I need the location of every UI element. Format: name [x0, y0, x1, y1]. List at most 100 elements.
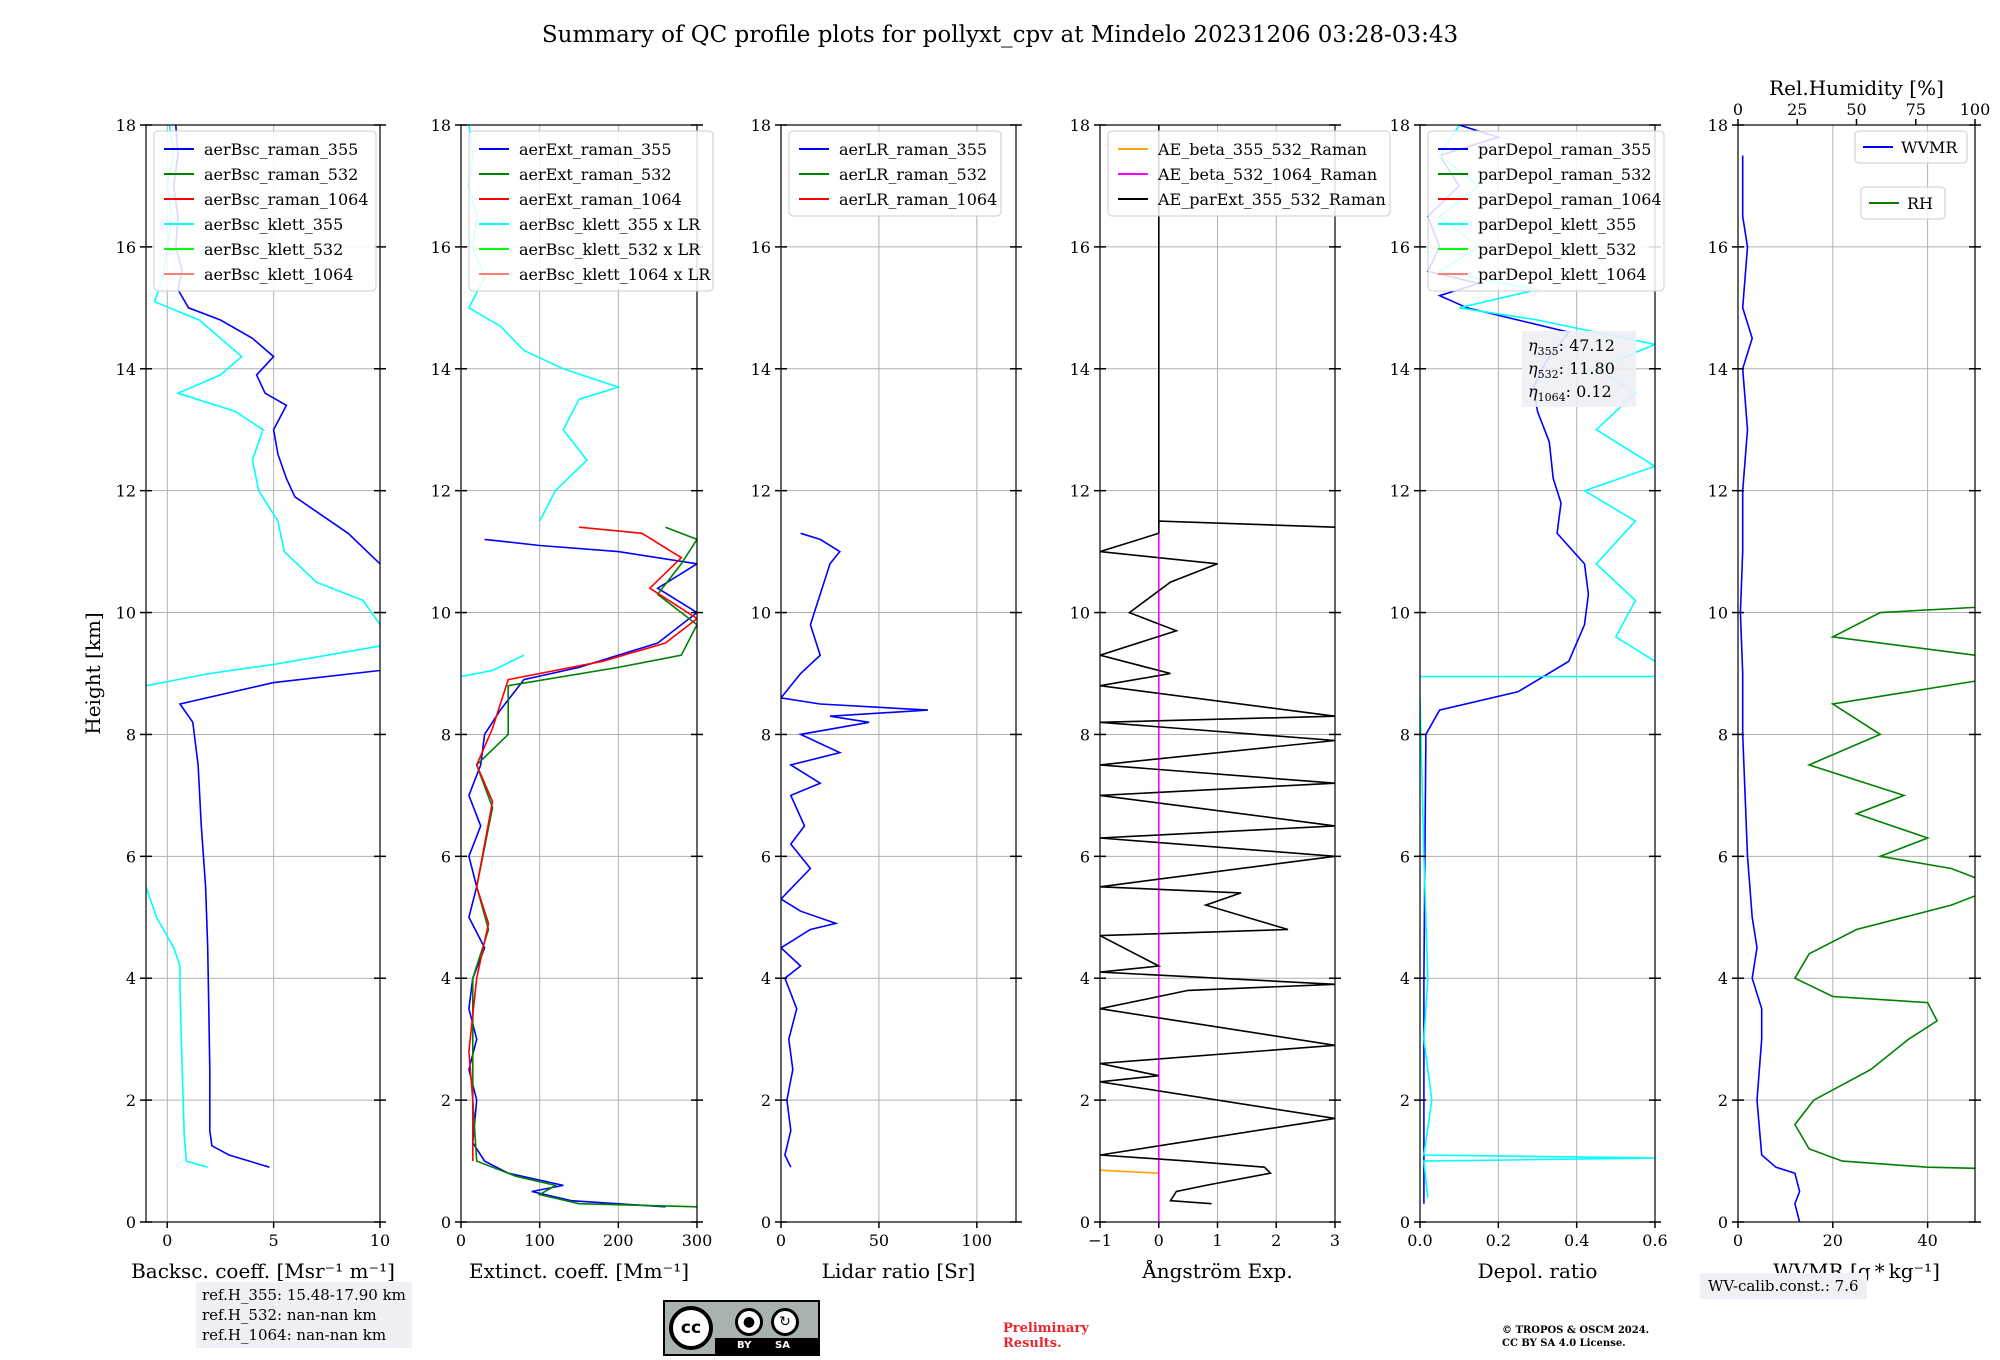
legend-box	[1427, 130, 1665, 292]
y-tick-label: 8	[761, 725, 771, 744]
y-tick-label: 12	[1070, 482, 1090, 501]
eta-symbol: η	[1528, 382, 1538, 401]
x-tick-label: 2	[1271, 1231, 1281, 1250]
legend-label: parDepol_klett_532	[1478, 240, 1636, 259]
series-line-parDepol_klett_355	[1420, 697, 1655, 1198]
y-tick-label: 10	[116, 604, 136, 623]
y-tick-label: 14	[116, 360, 136, 379]
y-tick-label: 0	[1718, 1213, 1728, 1232]
y-tick-label: 14	[1708, 360, 1728, 379]
series-line-aerExt_raman_355	[468, 538, 697, 1208]
x2-tick-label: 25	[1787, 100, 1807, 119]
legend-label: AE_parExt_355_532_Raman	[1157, 190, 1386, 209]
x-tick-label: 0	[776, 1231, 786, 1250]
cc-license-badge[interactable]: cc ● ↻ BY SA	[663, 1300, 820, 1356]
legend-box	[468, 130, 714, 292]
y-tick-label: 10	[431, 604, 451, 623]
y-tick-label: 18	[751, 116, 771, 135]
legend-label: parDepol_raman_355	[1478, 140, 1651, 159]
y-tick-label: 10	[1390, 604, 1410, 623]
legend-label: aerBsc_klett_355	[204, 215, 343, 234]
x-tick-label: 5	[269, 1231, 279, 1250]
plot-frame	[1419, 124, 1656, 1223]
series-line-WVMR	[1739, 155, 1801, 1222]
x-tick-label: 10	[370, 1231, 390, 1250]
legend-box	[153, 130, 377, 292]
x-tick-label: 0	[456, 1231, 466, 1250]
share-alike-icon: ↻	[771, 1308, 799, 1336]
y-tick-label: 16	[116, 238, 136, 257]
series-line-AE_beta_355_532_Raman	[1100, 1169, 1159, 1174]
x-tick-label: 0	[1154, 1231, 1164, 1250]
x-axis-label: Ångström Exp.	[1141, 1258, 1292, 1283]
reference-height-box: ref.H_355: 15.48-17.90 km ref.H_532: nan…	[196, 1282, 412, 1348]
x-tick-label: 0.6	[1642, 1231, 1667, 1250]
x-tick-label: −1	[1088, 1231, 1112, 1250]
x-tick-label: 50	[869, 1231, 889, 1250]
y-tick-label: 18	[1708, 116, 1728, 135]
preliminary-note: Preliminary Results.	[1003, 1321, 1113, 1351]
page-title: Summary of QC profile plots for pollyxt_…	[541, 22, 1459, 48]
legend-label: aerExt_raman_532	[519, 165, 672, 184]
y-tick-label: 12	[431, 482, 451, 501]
legend-label: aerBsc_raman_1064	[204, 190, 369, 209]
y-tick-label: 14	[1390, 360, 1410, 379]
y-tick-label: 12	[1390, 482, 1410, 501]
y-tick-label: 16	[1070, 238, 1090, 257]
x-tick-label: 0.4	[1564, 1231, 1589, 1250]
eta-symbol: η	[1528, 336, 1538, 355]
cc-sa-label: SA	[775, 1340, 790, 1351]
x-tick-label: 100	[524, 1231, 555, 1250]
y-tick-label: 2	[1718, 1091, 1728, 1110]
y-tick-label: 8	[1080, 725, 1090, 744]
plot-frame	[1737, 124, 1976, 1223]
cc-by-label: BY	[737, 1340, 752, 1351]
x-tick-label: 100	[962, 1231, 993, 1250]
eta-annotation: η355: 47.12	[1528, 336, 1615, 358]
x-tick-label: 20	[1823, 1231, 1843, 1250]
y-tick-label: 12	[751, 482, 771, 501]
panel-5: 0 2 4 6 8 10 12 14 16 18 0.0 0.2 0.4 0.6 Depol. ratio p…	[1390, 116, 1668, 1283]
y-tick-label: 6	[1718, 847, 1728, 866]
x-axis-label: Extinct. coeff. [Mm⁻¹]	[469, 1259, 689, 1283]
y-tick-label: 6	[441, 847, 451, 866]
legend-label: aerBsc_klett_355 x LR	[519, 215, 701, 234]
y-tick-label: 14	[431, 360, 451, 379]
x-tick-label: 0	[1733, 1231, 1743, 1250]
eta-value: : 47.12	[1559, 336, 1615, 355]
ref-height-1064: ref.H_1064: nan-nan km	[202, 1326, 387, 1344]
y-tick-label: 0	[126, 1213, 136, 1232]
y-tick-label: 12	[116, 482, 136, 501]
y-tick-label: 2	[761, 1091, 771, 1110]
copyright-line-1: © TROPOS & OSCM 2024.	[1502, 1325, 1650, 1336]
series-line-aerExt_raman_1064	[468, 526, 697, 1162]
legend-label: aerBsc_klett_1064 x LR	[519, 265, 711, 284]
x-tick-label: 0	[162, 1231, 172, 1250]
ref-height-355: ref.H_355: 15.48-17.90 km	[202, 1286, 406, 1304]
y-tick-label: 14	[1070, 360, 1090, 379]
x2-tick-label: 0	[1733, 100, 1743, 119]
y-tick-label: 8	[1718, 725, 1728, 744]
y-tick-label: 18	[1390, 116, 1410, 135]
y-tick-label: 8	[1400, 725, 1410, 744]
legend-label: parDepol_raman_1064	[1478, 190, 1662, 209]
legend-label: aerBsc_klett_1064	[204, 265, 353, 284]
y-tick-label: 4	[1718, 969, 1728, 988]
y-tick-label: 6	[1080, 847, 1090, 866]
series-line-aerBsc_klett_355	[146, 886, 208, 1168]
eta-value: : 0.12	[1566, 382, 1612, 401]
series-line-aerBsc_raman_355	[178, 669, 380, 1168]
cc-strip: BY SA	[715, 1338, 818, 1354]
y-tick-label: 4	[761, 969, 771, 988]
eta-subscript: 1064	[1538, 391, 1566, 404]
y-tick-label: 2	[1080, 1091, 1090, 1110]
eta-subscript: 355	[1538, 345, 1559, 358]
panel-2: 0 2 4 6 8 10 12 14 16 18 0 100 200 300 Extinct. coeff.…	[431, 116, 714, 1283]
x-tick-label: 200	[603, 1231, 634, 1250]
y-tick-label: 16	[1708, 238, 1728, 257]
legend-label: aerLR_raman_532	[839, 165, 987, 184]
preliminary-line-2: Results.	[1003, 1336, 1062, 1351]
x-tick-label: 1	[1212, 1231, 1222, 1250]
x-axis-label: Depol. ratio	[1478, 1259, 1598, 1283]
